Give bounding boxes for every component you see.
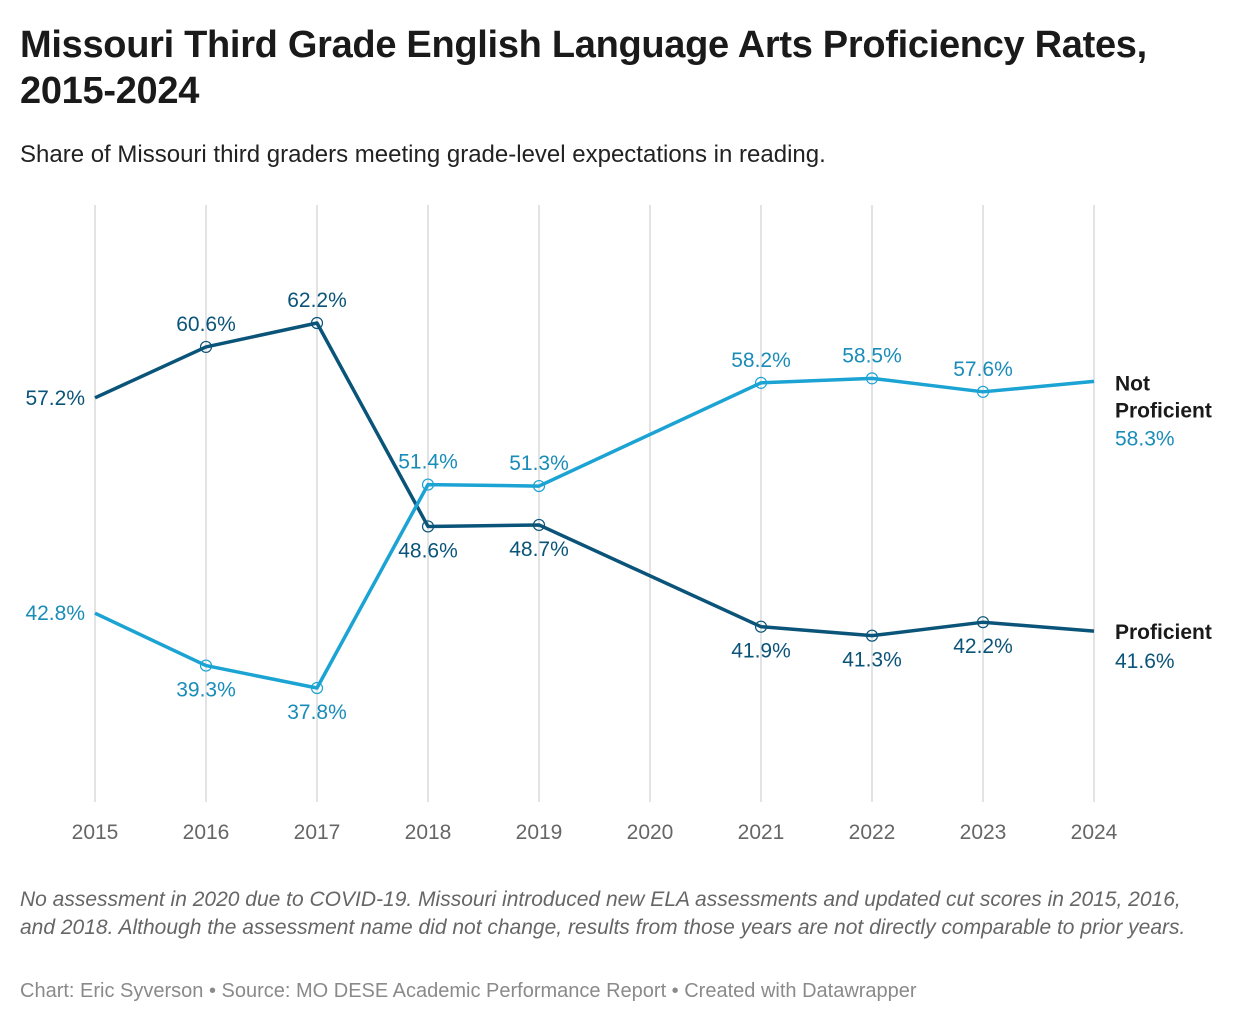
data-point-marker — [976, 385, 990, 398]
x-tick-label: 2021 — [738, 821, 785, 844]
series-label-line: Not — [1115, 372, 1150, 395]
series-label-line: Proficient — [1115, 399, 1212, 422]
data-label: 37.8% — [287, 701, 347, 724]
data-point-marker — [421, 520, 435, 533]
chart-notes: No assessment in 2020 due to COVID-19. M… — [20, 888, 1186, 939]
data-point-marker — [199, 340, 213, 354]
data-label: 41.6% — [1115, 650, 1175, 673]
x-tick-label: 2022 — [849, 821, 896, 844]
chart-subtitle: Share of Missouri third graders meeting … — [20, 141, 826, 168]
data-label: 60.6% — [176, 313, 236, 336]
data-point-marker — [976, 616, 990, 629]
x-tick-label: 2024 — [1071, 821, 1118, 844]
data-point-marker — [754, 620, 768, 633]
data-point-marker — [310, 316, 324, 330]
data-label: 58.5% — [842, 344, 902, 367]
x-tick-label: 2023 — [960, 821, 1007, 844]
x-tick-label: 2020 — [627, 821, 674, 844]
series-line-not-proficient — [94, 376, 1095, 690]
data-point-marker — [754, 376, 768, 389]
x-tick-label: 2016 — [183, 821, 230, 844]
data-label: 41.3% — [842, 649, 902, 672]
data-point-marker — [532, 479, 546, 493]
data-label: 57.6% — [953, 358, 1013, 381]
chart-credits: Chart: Eric Syverson • Source: MO DESE A… — [20, 980, 917, 1002]
data-point-marker — [310, 681, 324, 695]
line-chart: 2015 2016 2017 2018 2019 2020 2021 2022 2023 2024… — [25, 205, 1212, 844]
x-tick-label: 2018 — [405, 821, 452, 844]
data-point-marker — [865, 629, 879, 642]
data-point-marker — [421, 478, 435, 491]
series-line-proficient — [94, 321, 1095, 638]
data-point-marker — [865, 372, 879, 385]
chart-title: Missouri Third Grade English Language Ar… — [20, 24, 1147, 112]
data-label: 48.7% — [509, 538, 569, 561]
x-tick-label: 2015 — [72, 821, 119, 844]
data-label: 58.3% — [1115, 427, 1175, 450]
x-tick-label: 2017 — [294, 821, 341, 844]
series-label-proficient: Proficient — [1115, 621, 1212, 644]
data-label: 42.2% — [953, 635, 1013, 658]
data-point-marker — [532, 518, 546, 532]
series-label-not-proficient: Not Proficient — [1115, 372, 1212, 422]
data-label: 51.4% — [398, 451, 458, 474]
data-label: 41.9% — [731, 640, 791, 663]
data-label: 58.2% — [731, 349, 791, 372]
data-label: 48.6% — [398, 539, 458, 562]
data-label: 51.3% — [509, 452, 569, 475]
data-label: 57.2% — [25, 387, 85, 410]
data-point-marker — [199, 659, 213, 672]
data-label: 62.2% — [287, 289, 347, 312]
x-tick-label: 2019 — [516, 821, 563, 844]
data-label: 42.8% — [25, 602, 85, 625]
data-label: 39.3% — [176, 679, 236, 702]
